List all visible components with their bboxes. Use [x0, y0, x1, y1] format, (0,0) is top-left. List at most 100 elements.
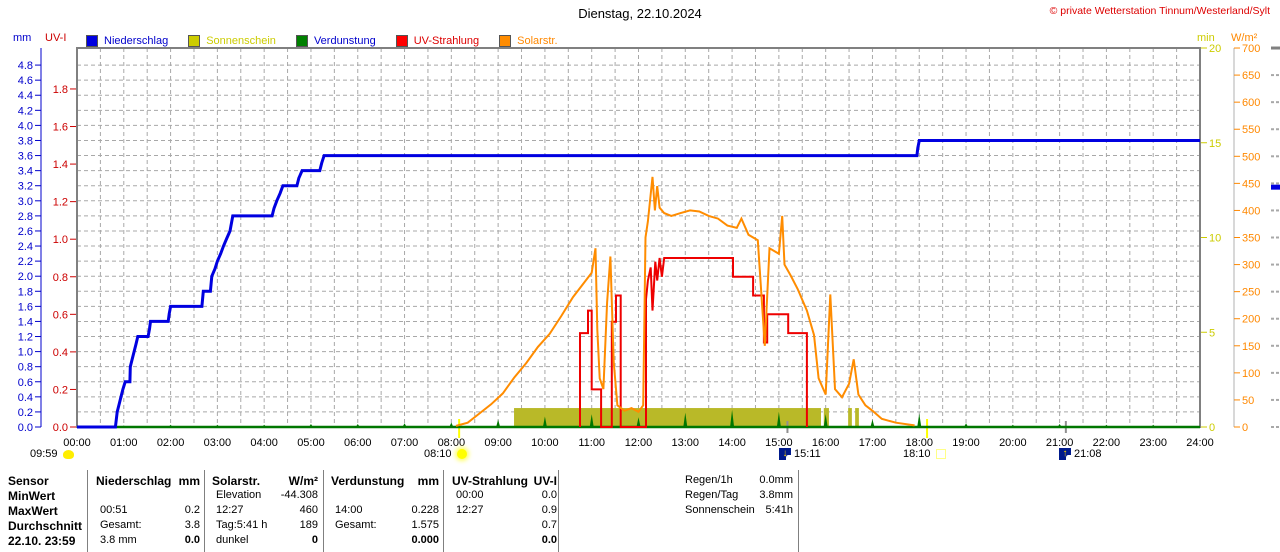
summary-value: 0.0mm: [759, 474, 793, 486]
svg-text:0.4: 0.4: [53, 347, 68, 359]
svg-text:350: 350: [1242, 233, 1260, 245]
col-value: 0.000: [411, 534, 439, 546]
axis-unit-min: min: [1197, 32, 1215, 44]
sensor-summary-table: Sensor MinWert MaxWert Durchschnitt 22.10. 2…: [0, 468, 1280, 552]
svg-text:0.6: 0.6: [18, 377, 33, 389]
col-value: 3.8: [184, 519, 200, 531]
svg-text:19:00: 19:00: [952, 437, 980, 449]
svg-text:03:00: 03:00: [204, 437, 232, 449]
summary-label: Regen/Tag: [685, 489, 739, 501]
col-value: 0.0: [541, 534, 557, 546]
svg-text:1.6: 1.6: [18, 301, 33, 313]
col-value-label: Gesamt:: [100, 519, 142, 531]
svg-text:1.2: 1.2: [18, 332, 33, 344]
col-value: -44.308: [280, 489, 318, 501]
svg-text:12:00: 12:00: [625, 437, 653, 449]
summary-value: 5:41h: [765, 504, 793, 516]
legend-label: Solarstr.: [517, 35, 558, 47]
weather-chart: 0.0 0.2 0.4 0.6 0.8 1.0 1.2 1.4 1.6 1.8 2.0 2.2 2.4 2…: [18, 43, 1280, 449]
svg-text:1.4: 1.4: [18, 316, 33, 328]
svg-text:0.0: 0.0: [18, 422, 33, 434]
legend-item-uvstrahlung: UV-Strahlung: [395, 35, 479, 47]
legend-label: Verdunstung: [313, 35, 376, 47]
svg-text:4.4: 4.4: [18, 90, 33, 102]
svg-text:13:00: 13:00: [672, 437, 700, 449]
svg-text:650: 650: [1242, 70, 1260, 82]
legend-swatch-icon: [395, 35, 408, 47]
svg-text:400: 400: [1242, 205, 1260, 217]
svg-text:150: 150: [1242, 341, 1260, 353]
col-value-label: 14:00: [335, 504, 363, 516]
svg-text:15: 15: [1209, 138, 1221, 150]
svg-text:05:00: 05:00: [297, 437, 325, 449]
svg-text:20:00: 20:00: [999, 437, 1027, 449]
svg-text:50: 50: [1242, 395, 1254, 407]
col-value: 0.0: [541, 489, 557, 501]
svg-text:1.8: 1.8: [53, 84, 68, 96]
svg-text:3.4: 3.4: [18, 166, 33, 178]
col-value: 0.9: [541, 504, 557, 516]
svg-text:250: 250: [1242, 287, 1260, 299]
svg-text:14:00: 14:00: [718, 437, 746, 449]
svg-text:20: 20: [1209, 43, 1221, 55]
svg-text:550: 550: [1242, 124, 1260, 136]
col-value: 0.7: [541, 519, 557, 531]
axis-unit-mm: mm: [13, 32, 32, 44]
svg-text:09:00: 09:00: [484, 437, 512, 449]
legend-label: Niederschlag: [104, 35, 169, 47]
col-title: Solarstr.: [212, 474, 261, 488]
svg-text:08:00: 08:00: [438, 437, 466, 449]
table-divider: [798, 470, 799, 552]
col-title: Verdunstung: [331, 474, 405, 488]
svg-text:0.0: 0.0: [53, 422, 68, 434]
col-unit: mm: [417, 474, 439, 488]
svg-text:0: 0: [1242, 422, 1248, 434]
svg-text:3.6: 3.6: [18, 151, 33, 163]
col-unit: UV-I: [533, 474, 557, 488]
svg-text:07:00: 07:00: [391, 437, 419, 449]
col-title: UV-Strahlung: [452, 474, 529, 488]
svg-text:2.6: 2.6: [18, 226, 33, 238]
svg-text:18:00: 18:00: [905, 437, 933, 449]
col-value: 0.0: [184, 534, 200, 546]
svg-text:22:00: 22:00: [1093, 437, 1121, 449]
col-value: 189: [299, 519, 318, 531]
svg-text:0.6: 0.6: [53, 309, 68, 321]
col-value: 0.2: [184, 504, 200, 516]
svg-text:500: 500: [1242, 151, 1260, 163]
svg-text:4.0: 4.0: [18, 120, 33, 132]
svg-text:17:00: 17:00: [859, 437, 887, 449]
col-value-label: Gesamt:: [335, 519, 377, 531]
svg-text:24:00: 24:00: [1186, 437, 1214, 449]
col-value-label: 00:51: [100, 504, 128, 516]
svg-text:06:00: 06:00: [344, 437, 372, 449]
svg-text:16:00: 16:00: [812, 437, 840, 449]
col-value: 0.228: [411, 504, 439, 516]
svg-text:21:00: 21:00: [1046, 437, 1074, 449]
svg-text:01:00: 01:00: [110, 437, 138, 449]
svg-text:23:00: 23:00: [1139, 437, 1167, 449]
svg-text:2.0: 2.0: [18, 271, 33, 283]
svg-text:1.0: 1.0: [18, 347, 33, 359]
row-label: MaxWert: [8, 504, 58, 518]
svg-text:2.4: 2.4: [18, 241, 33, 253]
svg-text:600: 600: [1242, 97, 1260, 109]
col-value: 0: [311, 534, 318, 546]
svg-text:10:00: 10:00: [531, 437, 559, 449]
station-copyright: © private Wetterstation Tinnum/Westerlan…: [1049, 5, 1270, 17]
summary-label: Sonnenschein: [685, 504, 755, 516]
legend-item-niederschlag: Niederschlag: [86, 35, 168, 47]
col-value-label: Elevation: [216, 489, 262, 501]
svg-text:3.0: 3.0: [18, 196, 33, 208]
legend-swatch-icon: [188, 35, 201, 47]
col-value: 1.575: [411, 519, 439, 531]
col-unit: W/m²: [288, 474, 318, 488]
col-value-label: 00:00: [456, 489, 484, 501]
svg-text:2.8: 2.8: [18, 211, 33, 223]
legend-swatch-icon: [499, 35, 512, 47]
svg-text:450: 450: [1242, 178, 1260, 190]
table-divider: [558, 470, 559, 552]
svg-text:4.6: 4.6: [18, 75, 33, 87]
svg-text:0.4: 0.4: [18, 392, 33, 404]
